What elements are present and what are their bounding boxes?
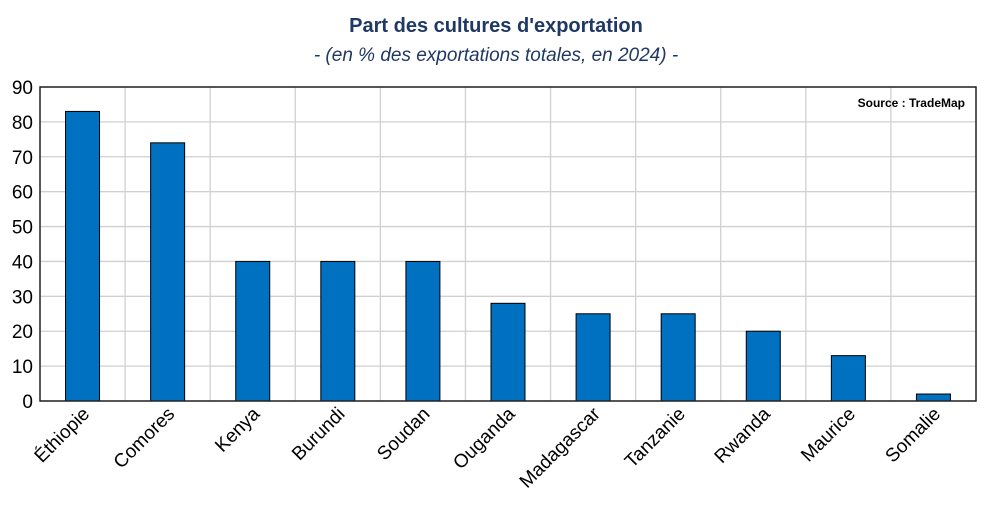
y-tick-label: 60 (12, 183, 33, 204)
x-tick-label: Maurice (797, 404, 860, 467)
x-tick-label: Madagascar (516, 403, 605, 492)
bar (660, 313, 696, 402)
y-tick-label: 50 (12, 218, 33, 239)
y-tick-label: 10 (12, 357, 33, 378)
x-tick-label: Comores (110, 404, 179, 473)
y-tick-label: 20 (12, 322, 33, 343)
y-tick-label: 0 (22, 392, 33, 413)
bar (830, 355, 866, 402)
bar (405, 260, 441, 402)
x-tick-label: Kenya (211, 403, 264, 456)
bar (235, 260, 271, 402)
y-tick-label: 90 (12, 78, 33, 99)
bar (490, 302, 526, 402)
y-tick-label: 70 (12, 148, 33, 169)
bar (320, 260, 356, 402)
bar (745, 330, 781, 402)
chart-title: Part des cultures d'exportation (349, 15, 643, 37)
bar (150, 142, 186, 402)
bar (575, 313, 611, 402)
x-tick-label: Rwanda (711, 403, 775, 467)
y-tick-label: 30 (12, 287, 33, 308)
y-tick-label: 40 (12, 252, 33, 273)
x-tick-label: Éthiopie (31, 404, 94, 467)
y-tick-label: 80 (12, 113, 33, 134)
bar (65, 110, 101, 402)
x-tick-label: Soudan (373, 404, 434, 465)
plot-frame (39, 86, 977, 402)
x-tick-label: Ouganda (449, 403, 519, 473)
bar (915, 393, 951, 402)
chart-subtitle: - (en % des exportations totales, en 202… (314, 45, 678, 66)
x-tick-label: Somalie (882, 404, 945, 467)
x-tick-label: Tanzanie (621, 404, 690, 473)
x-tick-label: Burundi (288, 404, 349, 465)
source-note: Source : TradeMap (858, 96, 965, 110)
